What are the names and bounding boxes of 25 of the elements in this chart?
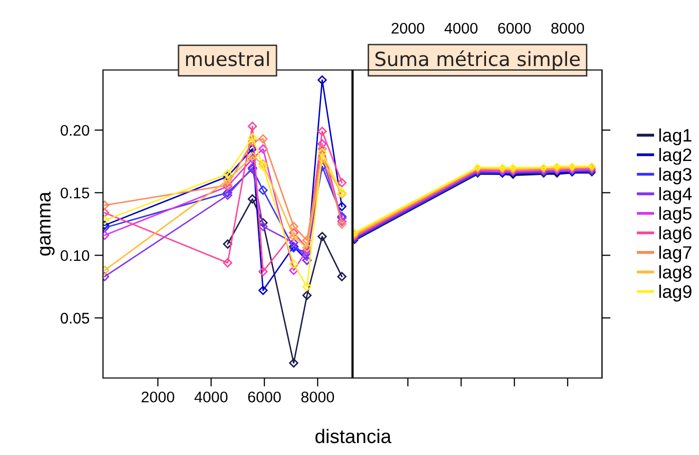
legend-label: lag4 [659, 187, 692, 204]
x2-tick-label: 2000 [392, 22, 424, 34]
y-axis-title: gamma [40, 192, 55, 256]
y-tick-label: 0.05 [60, 312, 90, 324]
x-tick-label: 2000 [142, 392, 174, 402]
chart-title: Suma métrica simple [375, 50, 580, 70]
y-tick-label: 0.10 [60, 250, 90, 261]
x2-tick-label: 6000 [498, 22, 531, 34]
x-axis-title: distancia [315, 428, 392, 444]
x-tick-label: 4000 [194, 392, 228, 402]
legend-label: lag9 [659, 284, 692, 302]
legend-label: lag3 [659, 168, 692, 184]
legend-label: lag1 [659, 128, 692, 146]
x-tick-label: 6000 [248, 392, 281, 402]
legend-label: lag6 [659, 226, 692, 243]
chart-title: muestral [186, 51, 269, 66]
legend-label: lag2 [659, 148, 692, 165]
y-tick-label: 0.15 [60, 188, 90, 198]
x-tick-label: 8000 [301, 392, 334, 402]
legend-label: lag7 [659, 246, 692, 262]
legend-label: lag5 [659, 206, 692, 224]
x2-tick-label: 4000 [444, 22, 478, 34]
legend-label: lag8 [659, 265, 692, 282]
x2-tick-label: 8000 [551, 22, 584, 34]
y-tick-label: 0.20 [60, 124, 90, 136]
